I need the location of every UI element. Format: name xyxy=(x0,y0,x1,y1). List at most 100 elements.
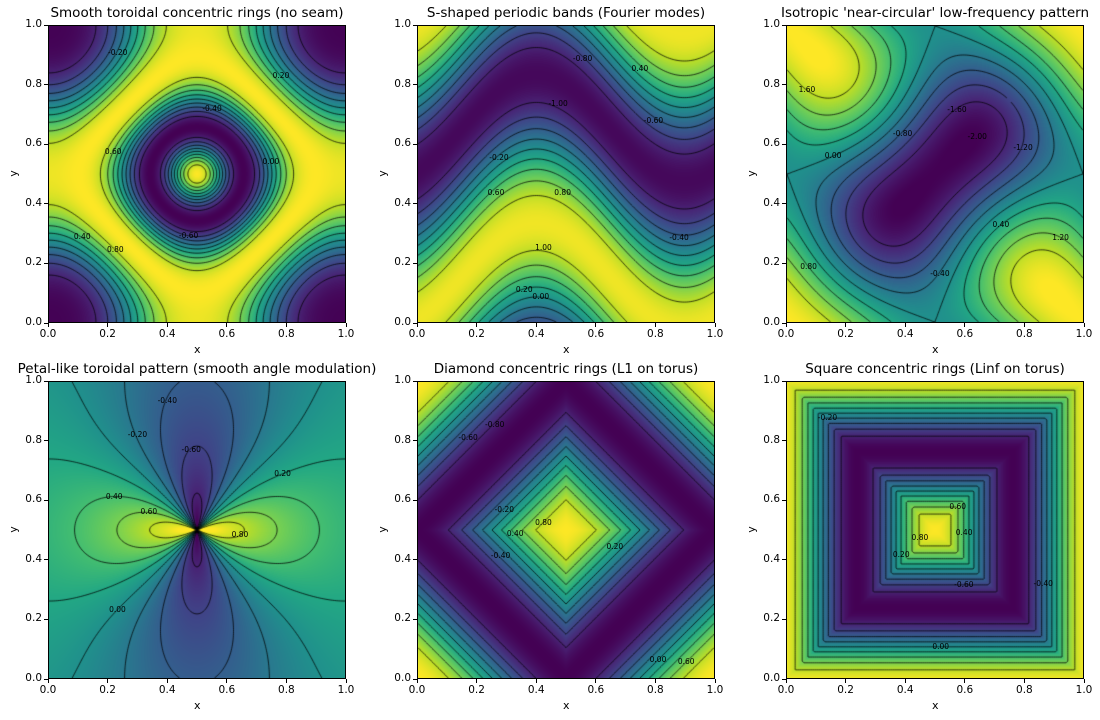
y-tick-label: 0.0 xyxy=(25,672,42,684)
contour-label: 0.40 xyxy=(506,528,524,538)
contour-label: -0.60 xyxy=(643,115,664,125)
x-tick-label: 0.0 xyxy=(408,684,426,696)
y-tick-label: 0.6 xyxy=(394,137,411,150)
x-tick-label: 0.8 xyxy=(1016,328,1033,340)
x-tick-label: 0.0 xyxy=(39,328,57,340)
contour-heatmap xyxy=(418,26,714,322)
contour-label: -0.60 xyxy=(181,444,201,454)
x-tick-mark xyxy=(416,323,418,327)
contour-label: 1.60 xyxy=(798,84,816,94)
x-tick-label: 1.0 xyxy=(1075,684,1093,696)
contour-label: 0.80 xyxy=(554,188,571,198)
chart-title: Petal-like toroidal pattern (smooth angl… xyxy=(17,361,377,377)
contour-label: 0.00 xyxy=(109,605,126,615)
contour-label: 0.60 xyxy=(487,188,505,198)
chart-title: Diamond concentric rings (L1 on torus) xyxy=(433,361,699,377)
y-axis-label: y xyxy=(744,526,758,533)
y-tick-mark xyxy=(413,618,417,620)
y-tick-mark xyxy=(782,499,786,501)
x-axis-label: x xyxy=(932,699,939,712)
chart-title: Smooth toroidal concentric rings (no sea… xyxy=(50,5,344,21)
y-tick-label: 0.6 xyxy=(763,493,780,506)
x-tick-label: 1.0 xyxy=(706,684,724,696)
y-tick-mark xyxy=(44,322,48,324)
x-tick-mark xyxy=(47,323,49,327)
y-tick-mark xyxy=(413,678,417,680)
x-tick-mark xyxy=(904,323,906,327)
x-tick-mark xyxy=(904,679,906,683)
plot-area: 0.80 0.60 0.40 0.20 0.00 -0.20 -0.40 -0.60 xyxy=(786,381,1084,679)
y-tick-mark xyxy=(413,24,417,26)
contour-label: -1.00 xyxy=(548,98,568,108)
y-tick-mark xyxy=(44,262,48,264)
contour-label: 0.40 xyxy=(955,528,973,538)
y-tick-label: 0.6 xyxy=(25,493,42,506)
x-tick-label: 0.8 xyxy=(647,328,664,340)
contour-label: -0.40 xyxy=(669,233,689,243)
x-tick-mark xyxy=(1083,679,1085,683)
contour-label: 0.00 xyxy=(824,151,842,161)
contour-label-layer: 0.80 0.60 0.40 0.20 0.00 -0.20 -0.40 -0.60 xyxy=(49,382,345,678)
contour-heatmap xyxy=(49,26,345,322)
contour-heatmap xyxy=(418,382,714,678)
contour-label: 0.00 xyxy=(649,655,667,664)
y-tick-label: 0.0 xyxy=(763,316,780,328)
contour-label-layer: 1.00 0.80 0.60 0.40 0.20 0.00 -0.20 -0.40 -0.60 -… xyxy=(418,26,714,322)
x-tick-label: 0.2 xyxy=(99,684,116,696)
contour-label: -0.20 xyxy=(494,505,514,515)
y-axis-label: y xyxy=(375,170,389,177)
contour-label: -0.40 xyxy=(930,269,950,279)
y-tick-label: 0.6 xyxy=(25,137,42,150)
x-tick-label: 0.6 xyxy=(218,684,236,696)
contour-label: 1.20 xyxy=(1052,232,1069,242)
y-tick-label: 0.4 xyxy=(25,552,42,565)
y-tick-mark xyxy=(413,322,417,324)
x-tick-label: 0.4 xyxy=(896,328,914,340)
x-tick-label: 0.4 xyxy=(158,684,176,696)
x-tick-mark xyxy=(476,323,478,327)
y-tick-mark xyxy=(782,559,786,561)
x-tick-label: 0.8 xyxy=(278,684,295,696)
x-tick-mark xyxy=(285,679,287,683)
y-tick-label: 0.6 xyxy=(394,493,411,506)
y-axis-label: y xyxy=(6,526,20,533)
x-tick-mark xyxy=(964,323,966,327)
contour-label: 0.20 xyxy=(515,285,533,295)
contour-label: 0.80 xyxy=(106,244,124,254)
x-tick-mark xyxy=(416,679,418,683)
x-tick-mark xyxy=(785,679,787,683)
contour-label: -1.60 xyxy=(947,104,967,114)
x-tick-label: 0.8 xyxy=(647,684,664,696)
y-tick-mark xyxy=(44,618,48,620)
x-tick-mark xyxy=(845,679,847,683)
contour-label: 0.20 xyxy=(272,70,290,80)
y-tick-mark xyxy=(413,499,417,501)
contour-label: 0.20 xyxy=(274,469,291,479)
x-tick-label: 1.0 xyxy=(1075,328,1093,340)
y-tick-label: 1.0 xyxy=(763,18,780,30)
x-tick-label: 0.6 xyxy=(956,328,974,340)
contour-heatmap xyxy=(787,382,1083,678)
y-tick-mark xyxy=(782,380,786,382)
chart-title: Isotropic 'near-circular' low-frequency … xyxy=(780,5,1090,21)
x-axis-label: x xyxy=(563,699,570,712)
contour-label: 1.00 xyxy=(535,242,552,252)
contour-label-layer: 0.80 0.60 0.40 0.20 0.00 -0.20 -0.40 -0.60 xyxy=(49,26,345,322)
contour-label: 0.00 xyxy=(532,292,550,302)
x-tick-mark xyxy=(654,323,656,327)
contour-label: -0.60 xyxy=(458,433,478,443)
x-tick-mark xyxy=(714,323,716,327)
x-tick-label: 0.0 xyxy=(408,328,426,340)
x-tick-mark xyxy=(654,679,656,683)
y-tick-mark xyxy=(413,203,417,205)
y-tick-label: 0.0 xyxy=(25,316,42,328)
x-axis-label: x xyxy=(194,343,201,356)
contour-label: -0.20 xyxy=(108,48,128,58)
x-tick-label: 0.2 xyxy=(837,328,854,340)
y-axis-label: y xyxy=(744,170,758,177)
x-tick-mark xyxy=(107,679,109,683)
y-tick-label: 0.2 xyxy=(25,256,42,269)
y-tick-label: 0.2 xyxy=(763,256,780,269)
y-tick-mark xyxy=(44,24,48,26)
x-axis-label: x xyxy=(932,343,939,356)
